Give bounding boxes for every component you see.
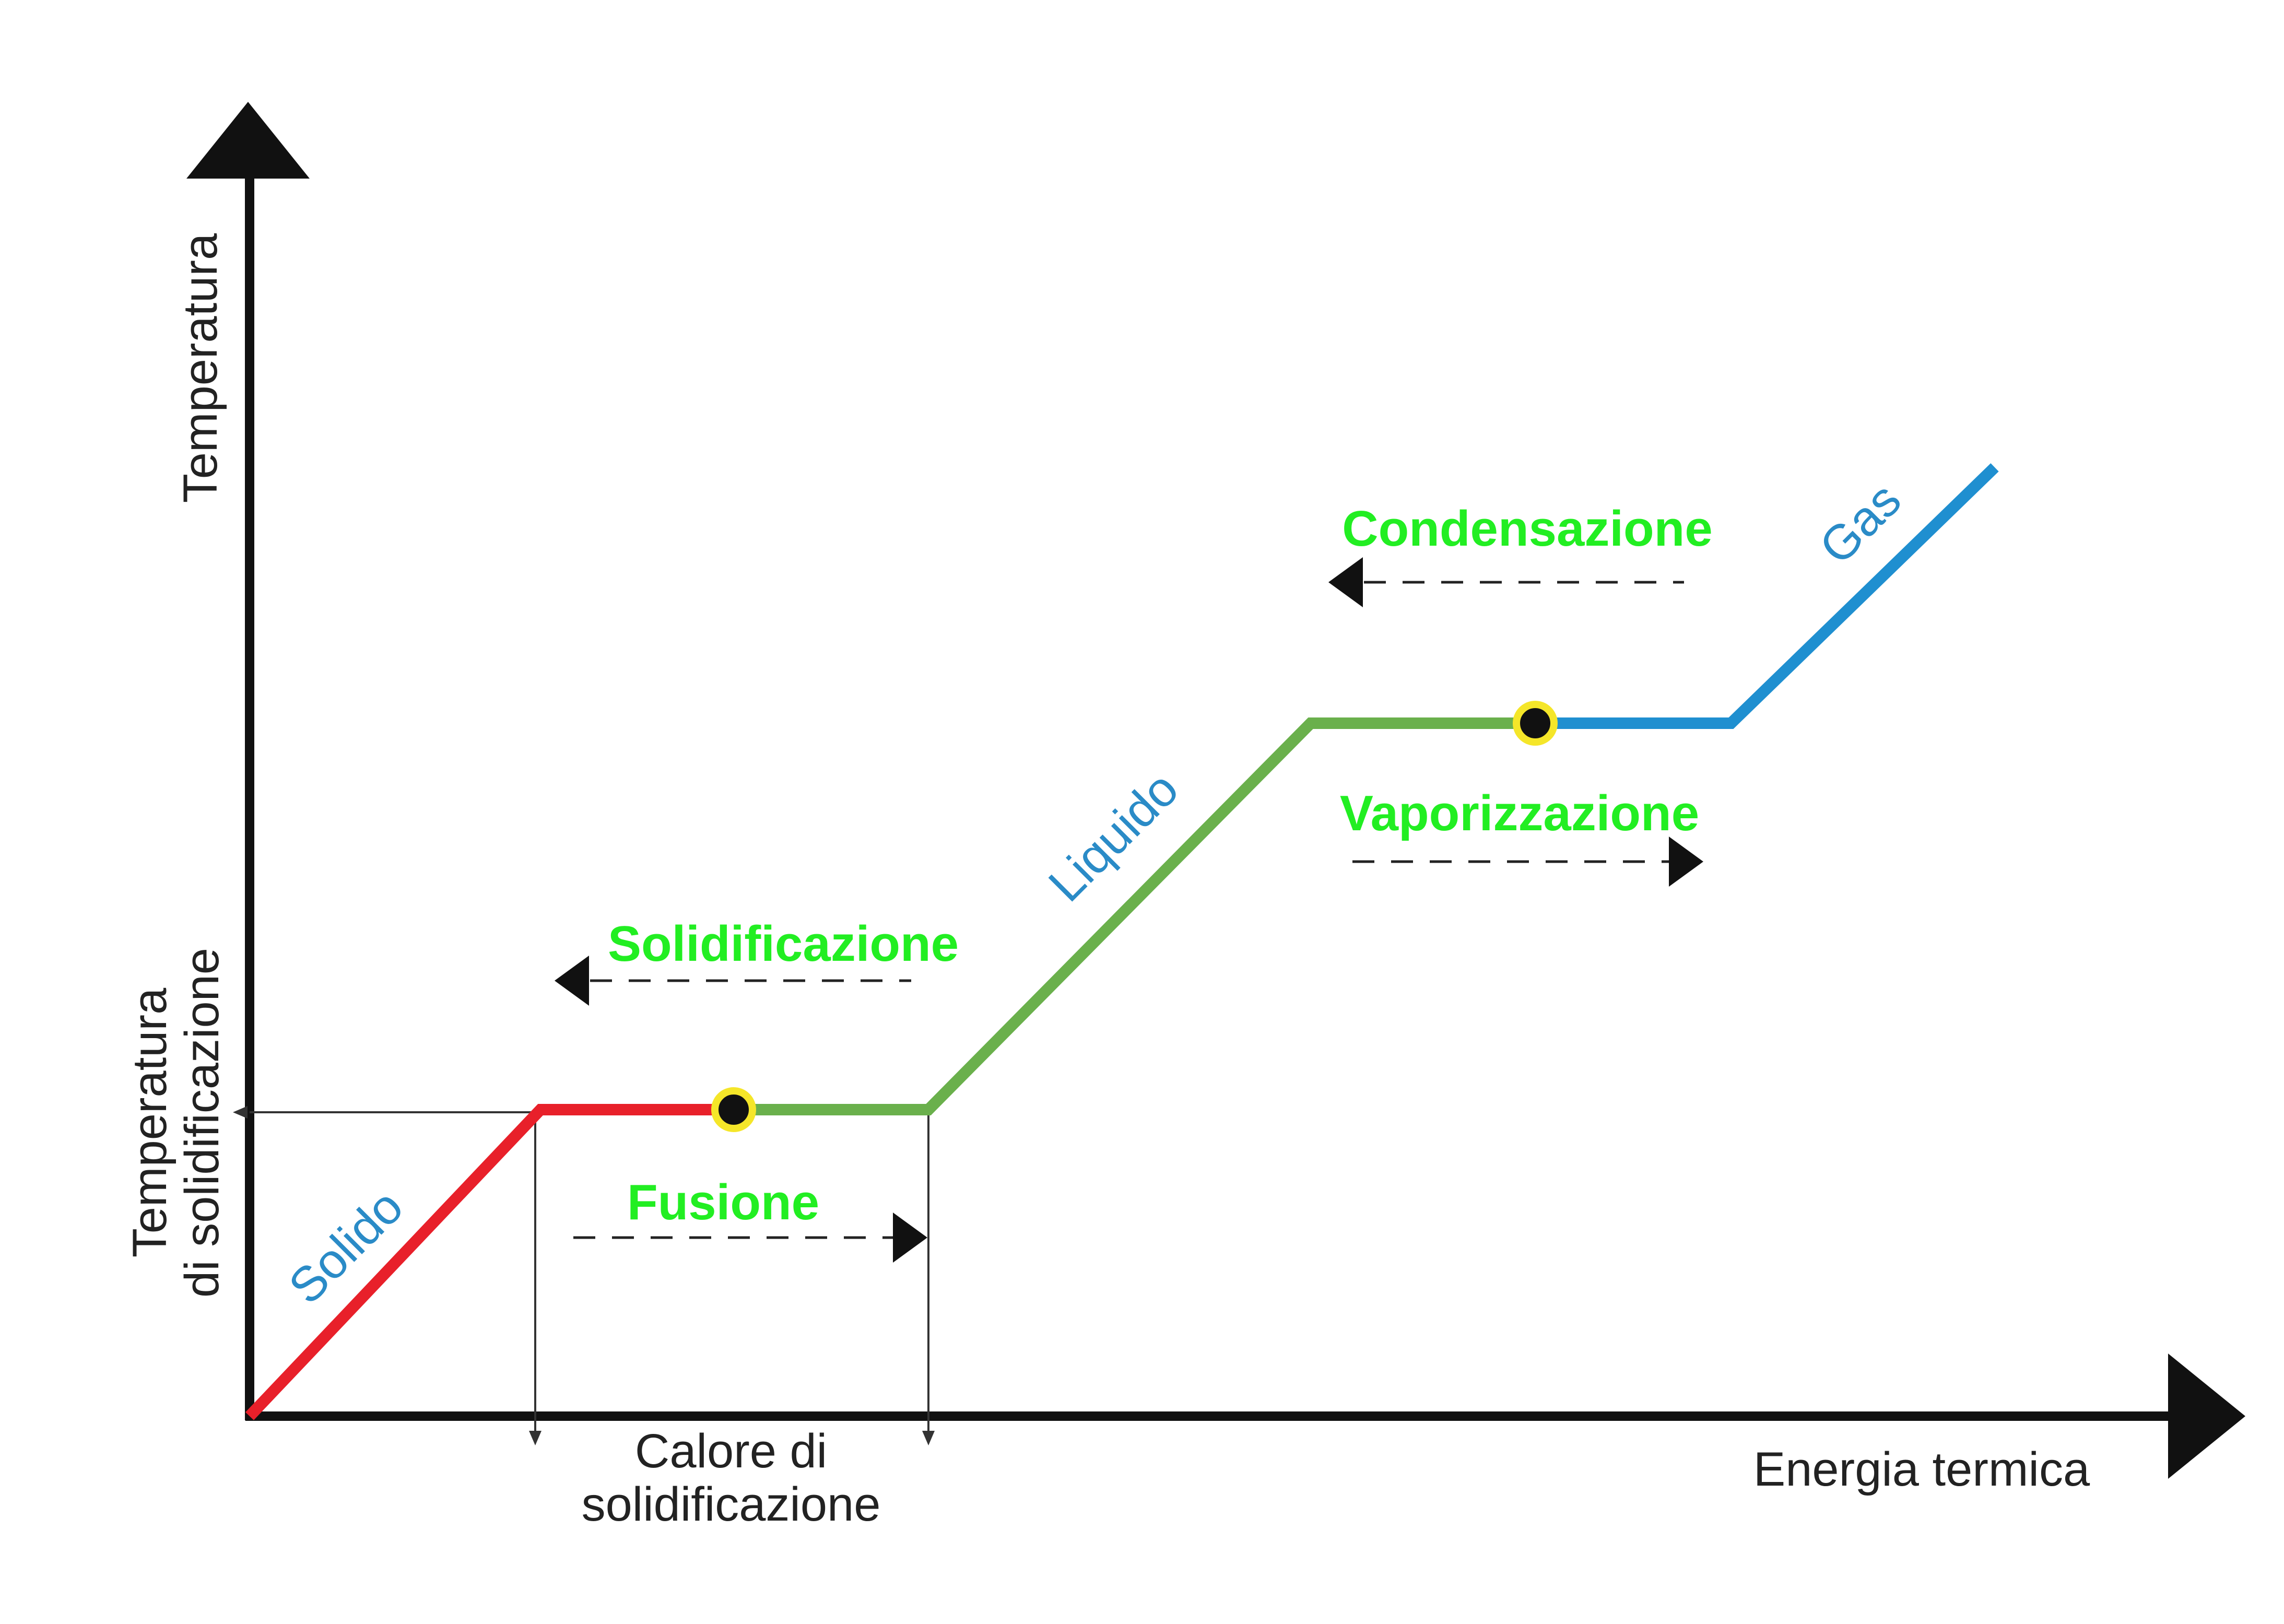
fusion-point-marker: [711, 1087, 756, 1132]
vaporization-arrowhead: [1669, 837, 1703, 887]
y-axis-label: Temperatura: [174, 233, 227, 503]
vaporization-point-marker: [1513, 701, 1558, 746]
heat-span-left-arrow: [529, 1431, 541, 1445]
x-axis-label: Energia termica: [1753, 1443, 2090, 1496]
liquid-segment: [734, 717, 1535, 1115]
solid-phase-label: Solido: [278, 1179, 414, 1314]
heat-label-line1: Calore di: [635, 1425, 827, 1478]
gas-segment: [1535, 463, 1999, 729]
condensation-arrowhead: [1328, 557, 1363, 607]
heat-span-right-arrow: [922, 1431, 935, 1445]
liquid-phase-label: Liquido: [1038, 761, 1189, 912]
solidification-arrowhead: [555, 956, 589, 1006]
y-axis-arrowhead: [186, 102, 310, 179]
x-axis-arrowhead: [2168, 1354, 2245, 1479]
fusion-arrowhead: [893, 1213, 927, 1263]
condensation-label: Condensazione: [1342, 501, 1712, 557]
solidification-temp-guide-arrow: [233, 1106, 248, 1119]
fusion-label: Fusione: [627, 1174, 819, 1230]
solidification-label: Solidificazione: [608, 916, 959, 972]
solidification-temp-label-line2: di solidificazione: [175, 948, 229, 1298]
vaporization-label: Vaporizzazione: [1340, 785, 1699, 841]
heat-label-line2: solidificazione: [582, 1478, 881, 1531]
solidification-temp-label-line1: Temperatura: [123, 987, 176, 1257]
solid-segment: [245, 1104, 734, 1420]
